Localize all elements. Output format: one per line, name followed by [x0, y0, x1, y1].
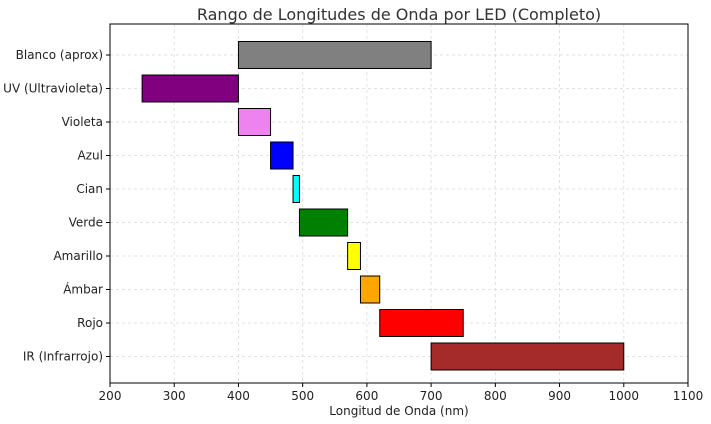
range-bar-3 — [270, 141, 294, 170]
x-tick-label: 700 — [420, 389, 443, 403]
x-tick-label: 900 — [548, 389, 571, 403]
range-bar-5 — [298, 208, 349, 237]
x-tick-label: 300 — [163, 389, 186, 403]
range-bar-8 — [379, 309, 464, 337]
range-bar-1 — [141, 74, 239, 103]
range-bar-7 — [359, 275, 381, 304]
x-tick-label: 200 — [99, 389, 122, 403]
y-tick-label: IR (Infrarrojo) — [23, 350, 103, 364]
range-bar-2 — [237, 108, 272, 136]
y-tick-label: Violeta — [62, 115, 103, 129]
bar-layer — [141, 41, 625, 371]
y-tick-label: Ámbar — [63, 282, 103, 297]
y-tick-label: Cian — [76, 182, 103, 196]
range-bar-0 — [237, 41, 432, 69]
range-bar-9 — [430, 342, 625, 371]
x-tick-label: 600 — [355, 389, 378, 403]
x-axis-title: Longitud de Onda (nm) — [329, 404, 468, 418]
plot-frame — [109, 23, 689, 384]
y-tick-label: Verde — [69, 216, 103, 230]
y-tick-labels: Blanco (aprox) UV (Ultravioleta) Violeta Az… — [3, 48, 110, 364]
range-bar-6 — [347, 242, 361, 270]
y-tick-label: UV (Ultravioleta) — [3, 82, 103, 96]
x-tick-label: 400 — [227, 389, 250, 403]
y-tick-label: Rojo — [77, 316, 103, 330]
y-tick-label: Blanco (aprox) — [16, 48, 103, 62]
x-tick-label: 500 — [291, 389, 314, 403]
chart-title: Rango de Longitudes de Onda por LED (Com… — [197, 5, 601, 24]
x-tick-label: 1100 — [673, 389, 704, 403]
x-tick-label: 1000 — [609, 389, 640, 403]
y-tick-label: Amarillo — [53, 249, 103, 263]
x-tick-label: 800 — [484, 389, 507, 403]
x-tick-labels: 200 300 400 500 600 700 800 900 1000 1100 — [99, 383, 704, 403]
y-tick-label: Azul — [78, 149, 103, 163]
range-bar-4 — [292, 175, 300, 203]
